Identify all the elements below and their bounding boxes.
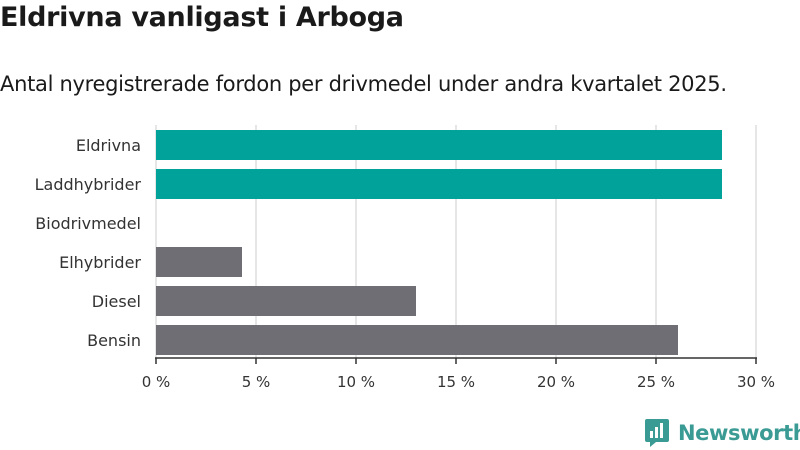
bar xyxy=(156,286,416,316)
newsworthy-logo: Newsworthy xyxy=(644,418,800,448)
x-tick-label: 15 % xyxy=(437,373,475,391)
chart-logo-icon xyxy=(645,419,669,447)
category-label: Laddhybrider xyxy=(35,175,142,194)
bar xyxy=(156,247,242,277)
category-label: Elhybrider xyxy=(59,253,141,272)
x-tick-label: 25 % xyxy=(637,373,675,391)
gridlines xyxy=(155,125,757,358)
x-tick-label: 0 % xyxy=(142,373,171,391)
category-labels: Eldrivna Laddhybrider Biodrivmedel Elhybrid… xyxy=(35,136,142,350)
x-axis-ticks: 0 % 5 % 10 % 15 % 20 % 25 % 30 % xyxy=(142,358,775,391)
x-tick-label: 10 % xyxy=(337,373,375,391)
category-label: Eldrivna xyxy=(76,136,141,155)
brand-name: Newsworthy xyxy=(678,421,800,445)
bar xyxy=(156,169,722,199)
bars xyxy=(156,130,722,355)
bar xyxy=(156,325,678,355)
bar xyxy=(156,130,722,160)
chart-title: Eldrivna vanligast i Arboga xyxy=(0,2,404,33)
chart-subtitle: Antal nyregistrerade fordon per drivmede… xyxy=(0,72,727,96)
x-tick-label: 30 % xyxy=(737,373,775,391)
x-tick-label: 20 % xyxy=(537,373,575,391)
x-tick-label: 5 % xyxy=(242,373,271,391)
category-label: Bensin xyxy=(87,331,141,350)
category-label: Biodrivmedel xyxy=(35,214,141,233)
category-label: Diesel xyxy=(92,292,141,311)
